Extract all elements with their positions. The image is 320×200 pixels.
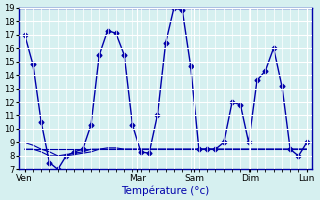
- X-axis label: Température (°c): Température (°c): [122, 185, 210, 196]
